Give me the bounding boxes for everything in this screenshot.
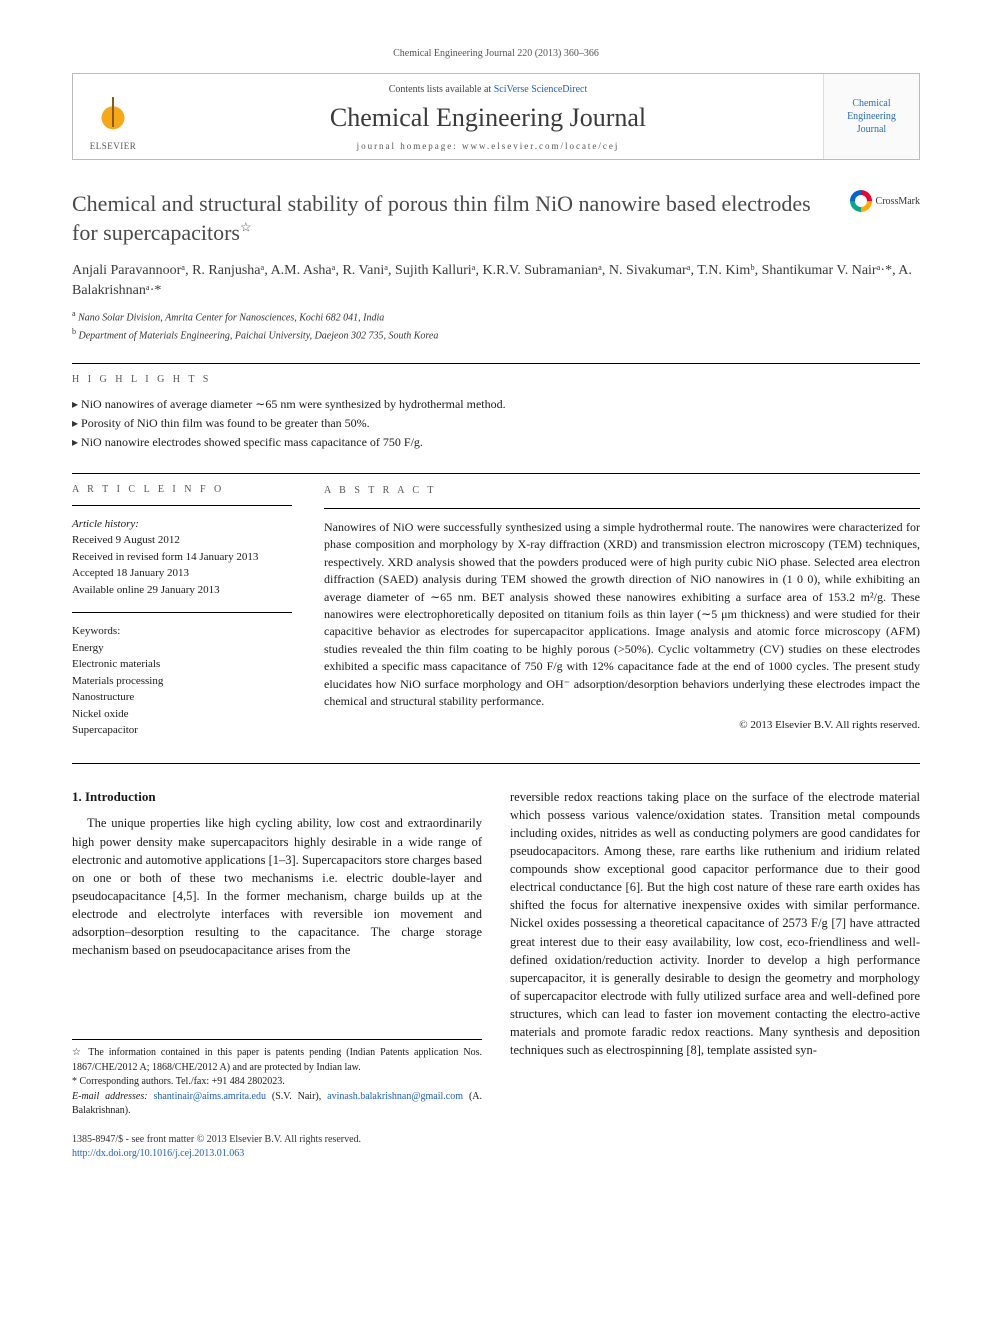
info-abstract-row: A R T I C L E I N F O Article history: R… — [72, 484, 920, 739]
body-para: The unique properties like high cycling … — [72, 814, 482, 959]
masthead-center: Contents lists available at SciVerse Sci… — [153, 74, 823, 159]
crossmark-badge[interactable]: CrossMark — [850, 190, 920, 212]
keyword: Energy — [72, 640, 292, 657]
email-link[interactable]: shantinair@aims.amrita.edu — [153, 1091, 266, 1102]
homepage-url[interactable]: www.elsevier.com/locate/cej — [462, 141, 619, 151]
footnote-emails: E-mail addresses: shantinair@aims.amrita… — [72, 1090, 482, 1119]
running-head: Chemical Engineering Journal 220 (2013) … — [72, 48, 920, 59]
affiliation-a: a Nano Solar Division, Amrita Center for… — [72, 308, 920, 325]
history-label: Article history: — [72, 516, 292, 533]
abstract-label: A B S T R A C T — [324, 484, 920, 499]
highlights-label: H I G H L I G H T S — [72, 374, 920, 385]
section-heading: 1. Introduction — [72, 788, 482, 807]
footnote-patent: ☆ The information contained in this pape… — [72, 1046, 482, 1075]
rule-keywords — [72, 612, 292, 613]
page: Chemical Engineering Journal 220 (2013) … — [0, 0, 992, 1201]
contents-prefix: Contents lists available at — [389, 84, 494, 95]
title-text: Chemical and structural stability of por… — [72, 191, 811, 245]
copyright: © 2013 Elsevier B.V. All rights reserved… — [324, 718, 920, 734]
footer-issn: 1385-8947/$ - see front matter © 2013 El… — [72, 1133, 920, 1147]
rule-mid — [72, 473, 920, 474]
body-para: reversible redox reactions taking place … — [510, 788, 920, 1060]
article-info-col: A R T I C L E I N F O Article history: R… — [72, 484, 292, 739]
rule-abstract — [324, 508, 920, 509]
publisher-logo-block: ELSEVIER — [73, 74, 153, 159]
history-online: Available online 29 January 2013 — [72, 582, 292, 599]
affiliation-b: b Department of Materials Engineering, P… — [72, 326, 920, 343]
history-revised: Received in revised form 14 January 2013 — [72, 549, 292, 566]
homepage-prefix: journal homepage: — [357, 141, 462, 151]
keyword: Nanostructure — [72, 689, 292, 706]
footnotes: ☆ The information contained in this pape… — [72, 1039, 482, 1119]
publisher-label: ELSEVIER — [90, 141, 137, 151]
abstract-col: A B S T R A C T Nanowires of NiO were su… — [324, 484, 920, 739]
highlight-item: Porosity of NiO thin film was found to b… — [72, 414, 920, 433]
cover-thumb-text: Chemical Engineering Journal — [832, 97, 911, 136]
rule-info — [72, 505, 292, 506]
crossmark-icon — [850, 190, 872, 212]
homepage-line: journal homepage: www.elsevier.com/locat… — [163, 141, 813, 151]
elsevier-tree-icon — [89, 89, 137, 137]
cover-thumb: Chemical Engineering Journal — [823, 74, 919, 159]
sciencedirect-link[interactable]: SciVerse ScienceDirect — [494, 84, 588, 95]
title-note-marker: ☆ — [240, 219, 252, 234]
keyword: Materials processing — [72, 673, 292, 690]
keyword: Supercapacitor — [72, 722, 292, 739]
email-link[interactable]: avinash.balakrishnan@gmail.com — [327, 1091, 463, 1102]
keywords-label: Keywords: — [72, 623, 292, 640]
contents-line: Contents lists available at SciVerse Sci… — [163, 84, 813, 95]
history-received: Received 9 August 2012 — [72, 532, 292, 549]
crossmark-label: CrossMark — [876, 196, 920, 207]
keyword: Nickel oxide — [72, 706, 292, 723]
rule-top — [72, 363, 920, 364]
keyword: Electronic materials — [72, 656, 292, 673]
rule-bottom — [72, 763, 920, 764]
journal-name: Chemical Engineering Journal — [163, 103, 813, 133]
info-label: A R T I C L E I N F O — [72, 484, 292, 495]
highlight-item: NiO nanowire electrodes showed specific … — [72, 433, 920, 452]
affiliations: a Nano Solar Division, Amrita Center for… — [72, 308, 920, 343]
masthead: ELSEVIER Contents lists available at Sci… — [72, 73, 920, 160]
keywords-block: Keywords: Energy Electronic materials Ma… — [72, 623, 292, 739]
highlight-item: NiO nanowires of average diameter ∼65 nm… — [72, 395, 920, 414]
email-who: (S.V. Nair), — [272, 1091, 321, 1102]
article-title: Chemical and structural stability of por… — [72, 190, 838, 247]
abstract-text: Nanowires of NiO were successfully synth… — [324, 519, 920, 710]
emails-label: E-mail addresses: — [72, 1091, 148, 1102]
history-accepted: Accepted 18 January 2013 — [72, 565, 292, 582]
title-row: Chemical and structural stability of por… — [72, 190, 920, 247]
footnote-corresponding: * Corresponding authors. Tel./fax: +91 4… — [72, 1075, 482, 1090]
doi-link[interactable]: http://dx.doi.org/10.1016/j.cej.2013.01.… — [72, 1148, 244, 1159]
body-columns: 1. Introduction The unique properties li… — [72, 788, 920, 1119]
footer: 1385-8947/$ - see front matter © 2013 El… — [72, 1133, 920, 1161]
highlights-list: NiO nanowires of average diameter ∼65 nm… — [72, 395, 920, 453]
article-history: Article history: Received 9 August 2012 … — [72, 516, 292, 599]
authors: Anjali Paravannoorᵃ, R. Ranjushaᵃ, A.M. … — [72, 261, 920, 300]
